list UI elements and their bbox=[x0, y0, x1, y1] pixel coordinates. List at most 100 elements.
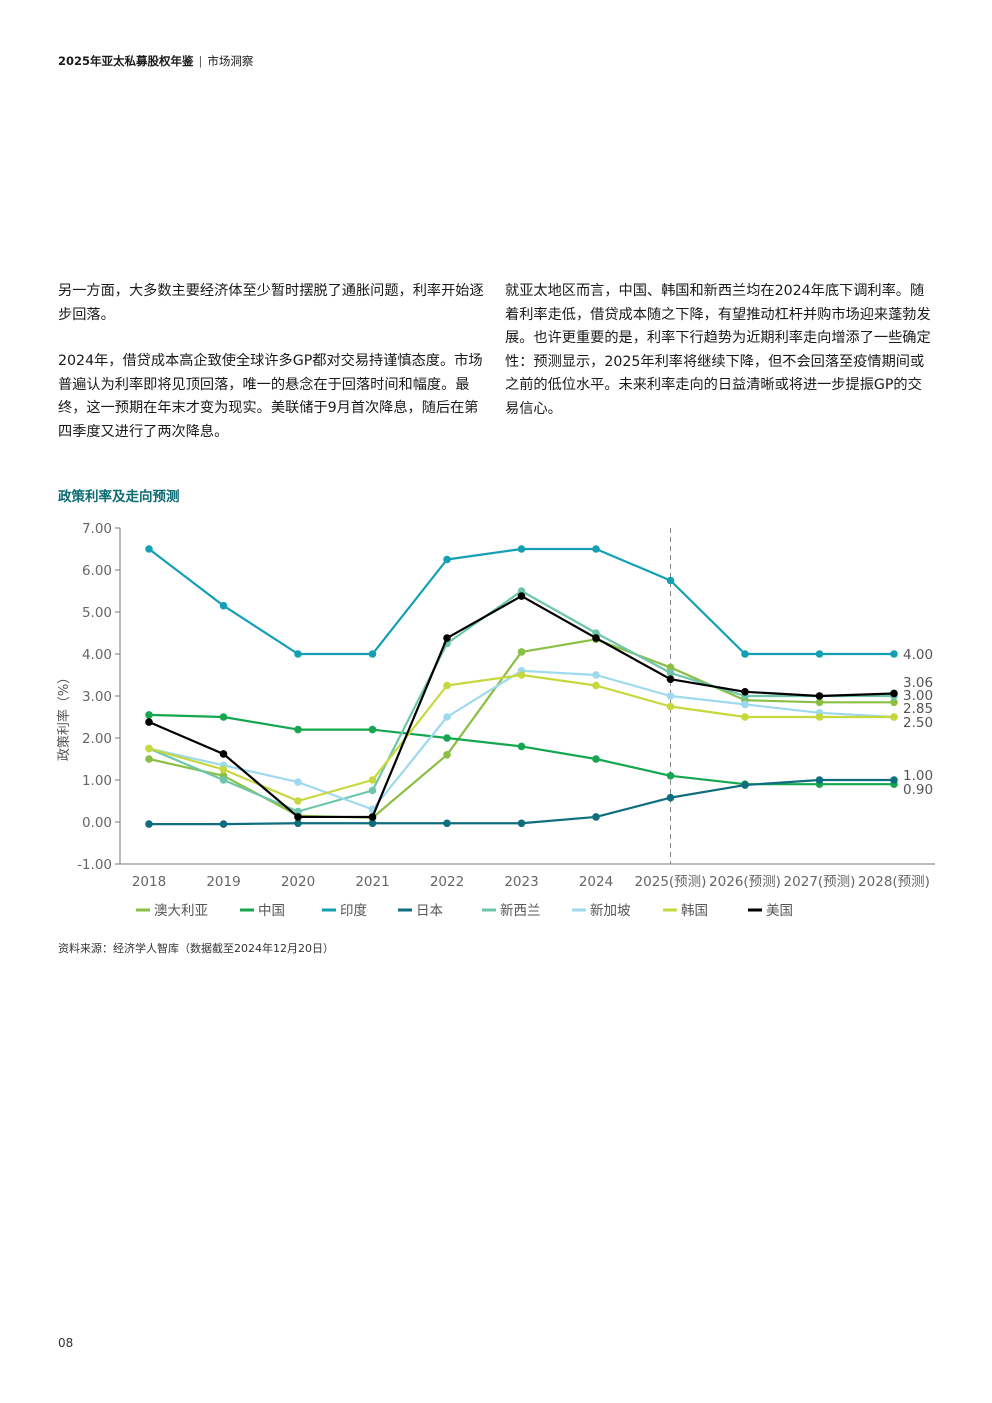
data-point bbox=[219, 820, 228, 828]
data-point bbox=[443, 555, 451, 564]
data-point bbox=[145, 744, 153, 753]
data-point bbox=[890, 776, 898, 784]
end-value-label: 3.06 bbox=[903, 675, 933, 691]
data-point bbox=[145, 820, 153, 828]
x-tick-label: 2019 bbox=[206, 874, 240, 890]
data-point bbox=[294, 725, 302, 734]
data-point bbox=[145, 718, 153, 726]
data-point bbox=[741, 650, 749, 658]
data-point bbox=[517, 742, 526, 751]
data-point bbox=[443, 713, 451, 721]
x-tick-label: 2027(预测) bbox=[784, 874, 856, 890]
data-point bbox=[219, 601, 228, 610]
data-point bbox=[666, 772, 675, 780]
data-point bbox=[741, 700, 749, 709]
data-point bbox=[443, 751, 451, 759]
data-point bbox=[443, 734, 451, 742]
running-header: 2025年亚太私募股权年鉴 | 市场洞察 bbox=[58, 53, 253, 69]
y-tick-label: 5.00 bbox=[82, 605, 112, 621]
body-text-left: 另一方面，大多数主要经济体至少暂时摆脱了通胀问题，利率开始逐步回落。 2024年… bbox=[58, 280, 486, 467]
data-point bbox=[741, 713, 749, 721]
end-value-label: 4.00 bbox=[903, 647, 933, 663]
legend-label: 新西兰 bbox=[500, 903, 541, 919]
data-point bbox=[592, 681, 600, 690]
data-point bbox=[443, 634, 451, 642]
data-point bbox=[815, 692, 824, 700]
x-tick-label: 2023 bbox=[504, 874, 538, 890]
data-point bbox=[443, 681, 451, 690]
data-point bbox=[666, 576, 675, 585]
data-point bbox=[145, 755, 153, 763]
y-tick-label: 1.00 bbox=[82, 773, 112, 789]
data-point bbox=[294, 807, 302, 816]
data-point bbox=[294, 819, 302, 828]
x-tick-label: 2020 bbox=[281, 874, 315, 890]
legend-label: 日本 bbox=[416, 903, 443, 919]
end-value-label: 0.90 bbox=[903, 782, 933, 798]
data-point bbox=[517, 671, 526, 679]
y-tick-label: 7.00 bbox=[82, 521, 112, 537]
data-point bbox=[890, 689, 898, 698]
data-point bbox=[592, 634, 600, 642]
y-axis-title: 政策利率（%） bbox=[56, 671, 72, 761]
data-point bbox=[741, 688, 749, 696]
data-point bbox=[815, 698, 824, 707]
data-point bbox=[666, 663, 675, 672]
data-point bbox=[368, 650, 377, 658]
data-point bbox=[145, 711, 153, 719]
paragraph: 2024年，借贷成本高企致使全球许多GP都对交易持谨慎态度。市场普遍认为利率即将… bbox=[58, 353, 483, 440]
data-point bbox=[219, 750, 228, 758]
data-point bbox=[294, 650, 302, 658]
data-point bbox=[517, 819, 526, 828]
legend-label: 澳大利亚 bbox=[154, 903, 208, 919]
data-point bbox=[592, 813, 600, 821]
data-point bbox=[815, 776, 824, 784]
y-tick-label: 6.00 bbox=[82, 563, 112, 579]
y-tick-label: -1.00 bbox=[77, 857, 112, 873]
y-tick-label: 0.00 bbox=[82, 815, 112, 831]
x-tick-label: 2018 bbox=[132, 874, 166, 890]
data-point bbox=[219, 713, 228, 721]
series-line bbox=[148, 669, 895, 811]
x-tick-label: 2022 bbox=[430, 874, 464, 890]
data-point bbox=[517, 545, 526, 553]
end-value-label: 1.00 bbox=[903, 768, 933, 784]
end-value-label: 3.00 bbox=[903, 688, 933, 704]
policy-rate-chart: -1.00 0.00 1.00 2.00 3.00 4.00 5.00 6.00 7.00 政策利… bbox=[56, 521, 935, 919]
publication-title: 2025年亚太私募股权年鉴 bbox=[58, 54, 194, 68]
x-tick-label: 2021 bbox=[355, 874, 389, 890]
data-point bbox=[890, 698, 898, 707]
data-point bbox=[890, 650, 898, 658]
x-tick-label: 2028(预测) bbox=[858, 874, 930, 890]
data-point bbox=[219, 765, 228, 774]
series-line bbox=[148, 547, 894, 656]
data-point bbox=[443, 819, 451, 828]
data-point bbox=[666, 669, 675, 677]
data-point bbox=[815, 650, 824, 658]
data-point bbox=[145, 545, 153, 553]
data-point bbox=[815, 713, 824, 721]
data-point bbox=[517, 648, 526, 656]
body-text-right: 就亚太地区而言，中国、韩国和新西兰均在2024年底下调利率。随着利率走低，借贷成… bbox=[505, 280, 933, 444]
data-point bbox=[666, 793, 675, 802]
legend-label: 美国 bbox=[766, 903, 793, 919]
data-point bbox=[368, 786, 377, 795]
series-line bbox=[148, 638, 894, 819]
chart-title: 政策利率及走向预测 bbox=[58, 489, 180, 505]
data-point bbox=[368, 725, 377, 734]
data-point bbox=[592, 545, 600, 553]
legend-label: 新加坡 bbox=[590, 903, 631, 919]
y-tick-label: 2.00 bbox=[82, 731, 112, 747]
x-tick-label: 2025(预测) bbox=[635, 874, 707, 890]
data-point bbox=[294, 778, 302, 786]
source-note: 资料来源：经济学人智库（数据截至2024年12月20日） bbox=[58, 942, 334, 955]
data-point bbox=[294, 813, 302, 821]
data-point bbox=[890, 713, 898, 721]
end-value-label: 2.85 bbox=[903, 701, 933, 717]
legend-label: 中国 bbox=[258, 903, 285, 919]
data-point bbox=[666, 702, 675, 711]
data-point bbox=[219, 776, 228, 784]
data-point bbox=[368, 776, 377, 784]
data-point bbox=[666, 692, 675, 700]
page-number: 08 bbox=[58, 1336, 74, 1350]
